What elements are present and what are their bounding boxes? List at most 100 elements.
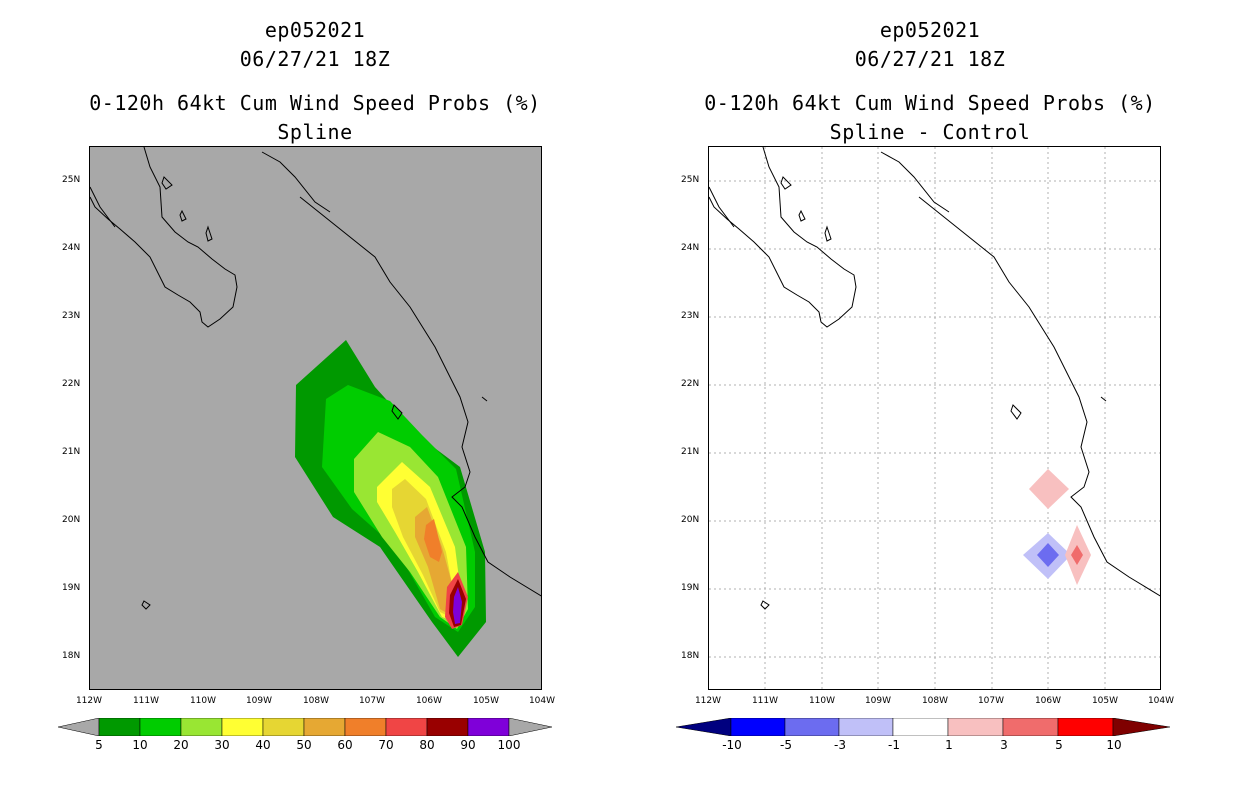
right-storm-id: ep052021 bbox=[879, 18, 981, 42]
coastline-island-4 bbox=[1010, 404, 1022, 420]
right-colorbar-bin-6 bbox=[1002, 718, 1059, 736]
left-colorbar-bin-5 bbox=[262, 718, 305, 736]
left-storm-id: ep052021 bbox=[264, 18, 366, 42]
coastline-island-2 bbox=[179, 209, 187, 222]
right-cbar-label-5: 5 bbox=[1055, 738, 1063, 752]
right-datetime: 06/27/21 18Z bbox=[854, 47, 1006, 71]
coastline-island-5 bbox=[760, 600, 770, 610]
left-cbar-label-80: 80 bbox=[419, 738, 435, 752]
left-lon-106w: 106W bbox=[415, 696, 443, 706]
left-lon-107w: 107W bbox=[358, 696, 386, 706]
left-cbar-label-50: 50 bbox=[296, 738, 312, 752]
left-colorbar-bin-1 bbox=[98, 718, 141, 736]
coastline-mainland bbox=[918, 196, 1160, 597]
left-map bbox=[89, 146, 542, 690]
right-lat-22n: 22N bbox=[681, 379, 700, 389]
right-lat-21n: 21N bbox=[681, 447, 700, 457]
left-cbar-label-60: 60 bbox=[337, 738, 353, 752]
coastline-island-6 bbox=[481, 396, 488, 402]
left-colorbar-over-arrow bbox=[508, 718, 553, 736]
right-cbar-label-neg10: -10 bbox=[722, 738, 742, 752]
right-colorbar-under-arrow bbox=[676, 718, 732, 736]
coastline-island-3 bbox=[205, 225, 213, 242]
left-lat-18n: 18N bbox=[62, 651, 81, 661]
left-cbar-label-30: 30 bbox=[214, 738, 230, 752]
right-lon-110w: 110W bbox=[808, 696, 836, 706]
left-colorbar-bin-10 bbox=[467, 718, 510, 736]
coastline-island-6 bbox=[1100, 396, 1107, 402]
right-lon-111w: 111W bbox=[751, 696, 779, 706]
right-map-svg bbox=[709, 147, 1160, 689]
right-cbar-label-neg1: -1 bbox=[888, 738, 900, 752]
right-lon-109w: 109W bbox=[864, 696, 892, 706]
right-lat-24n: 24N bbox=[681, 243, 700, 253]
right-lat-18n: 18N bbox=[681, 651, 700, 661]
right-lon-112w: 112W bbox=[694, 696, 722, 706]
left-cbar-label-40: 40 bbox=[255, 738, 271, 752]
prob-60-contour bbox=[424, 519, 442, 562]
left-colorbar-under-arrow bbox=[58, 718, 100, 736]
left-cbar-label-70: 70 bbox=[378, 738, 394, 752]
left-lat-20n: 20N bbox=[62, 515, 81, 525]
right-map-grid bbox=[709, 147, 1160, 689]
left-cbar-label-90: 90 bbox=[460, 738, 476, 752]
right-cbar-label-3: 3 bbox=[1000, 738, 1008, 752]
right-subtitle: Spline - Control bbox=[829, 120, 1031, 144]
coastline-island-1 bbox=[780, 176, 792, 190]
diff-pos-3-east bbox=[1071, 545, 1083, 565]
left-lon-111w: 111W bbox=[132, 696, 160, 706]
coastline bbox=[709, 147, 857, 328]
coastline-island-5 bbox=[141, 600, 151, 610]
right-map bbox=[708, 146, 1161, 690]
coastline-baja-south bbox=[90, 186, 116, 228]
left-lat-25n: 25N bbox=[62, 175, 81, 185]
coastline bbox=[90, 147, 238, 328]
right-colorbar-bin-1 bbox=[730, 718, 786, 736]
left-colorbar-bin-6 bbox=[303, 718, 346, 736]
left-lon-112w: 112W bbox=[75, 696, 103, 706]
left-colorbar bbox=[58, 718, 553, 736]
left-colorbar-bin-7 bbox=[344, 718, 387, 736]
left-lon-110w: 110W bbox=[189, 696, 217, 706]
right-title: 0-120h 64kt Cum Wind Speed Probs (%) bbox=[704, 91, 1156, 115]
right-colorbar-over-arrow bbox=[1112, 718, 1171, 736]
coastline-island-4 bbox=[391, 404, 403, 420]
coastline-north bbox=[261, 151, 331, 213]
right-lon-106w: 106W bbox=[1034, 696, 1062, 706]
coastline-north bbox=[880, 151, 950, 213]
left-datetime: 06/27/21 18Z bbox=[239, 47, 391, 71]
right-colorbar-bin-4 bbox=[892, 718, 949, 736]
left-title: 0-120h 64kt Cum Wind Speed Probs (%) bbox=[89, 91, 541, 115]
left-cbar-label-20: 20 bbox=[173, 738, 189, 752]
left-lon-109w: 109W bbox=[245, 696, 273, 706]
left-lon-105w: 105W bbox=[472, 696, 500, 706]
left-map-svg bbox=[90, 147, 541, 689]
left-lat-22n: 22N bbox=[62, 379, 81, 389]
left-cbar-label-10: 10 bbox=[132, 738, 148, 752]
left-lat-19n: 19N bbox=[62, 583, 81, 593]
right-cbar-label-neg5: -5 bbox=[780, 738, 792, 752]
left-colorbar-bin-8 bbox=[385, 718, 428, 736]
right-lon-104w: 104W bbox=[1147, 696, 1175, 706]
coastline-island-3 bbox=[824, 225, 832, 242]
right-lon-105w: 105W bbox=[1091, 696, 1119, 706]
left-subtitle: Spline bbox=[277, 120, 353, 144]
coastline-island-1 bbox=[161, 176, 173, 190]
left-lon-104w: 104W bbox=[528, 696, 556, 706]
right-lat-25n: 25N bbox=[681, 175, 700, 185]
coastline-mainland bbox=[299, 196, 541, 597]
right-cbar-label-neg3: -3 bbox=[834, 738, 846, 752]
right-colorbar-bin-7 bbox=[1057, 718, 1114, 736]
prob-90-contour bbox=[453, 587, 462, 624]
left-cbar-label-5: 5 bbox=[95, 738, 103, 752]
right-lat-20n: 20N bbox=[681, 515, 700, 525]
right-colorbar-bin-3 bbox=[838, 718, 894, 736]
coastline-baja-south bbox=[709, 186, 735, 228]
right-cbar-label-10: 10 bbox=[1106, 738, 1122, 752]
right-lat-19n: 19N bbox=[681, 583, 700, 593]
diff-neg-3-west bbox=[1037, 543, 1059, 567]
left-lat-23n: 23N bbox=[62, 311, 81, 321]
left-colorbar-bin-2 bbox=[139, 718, 182, 736]
left-lat-24n: 24N bbox=[62, 243, 81, 253]
right-colorbar-bin-2 bbox=[784, 718, 840, 736]
